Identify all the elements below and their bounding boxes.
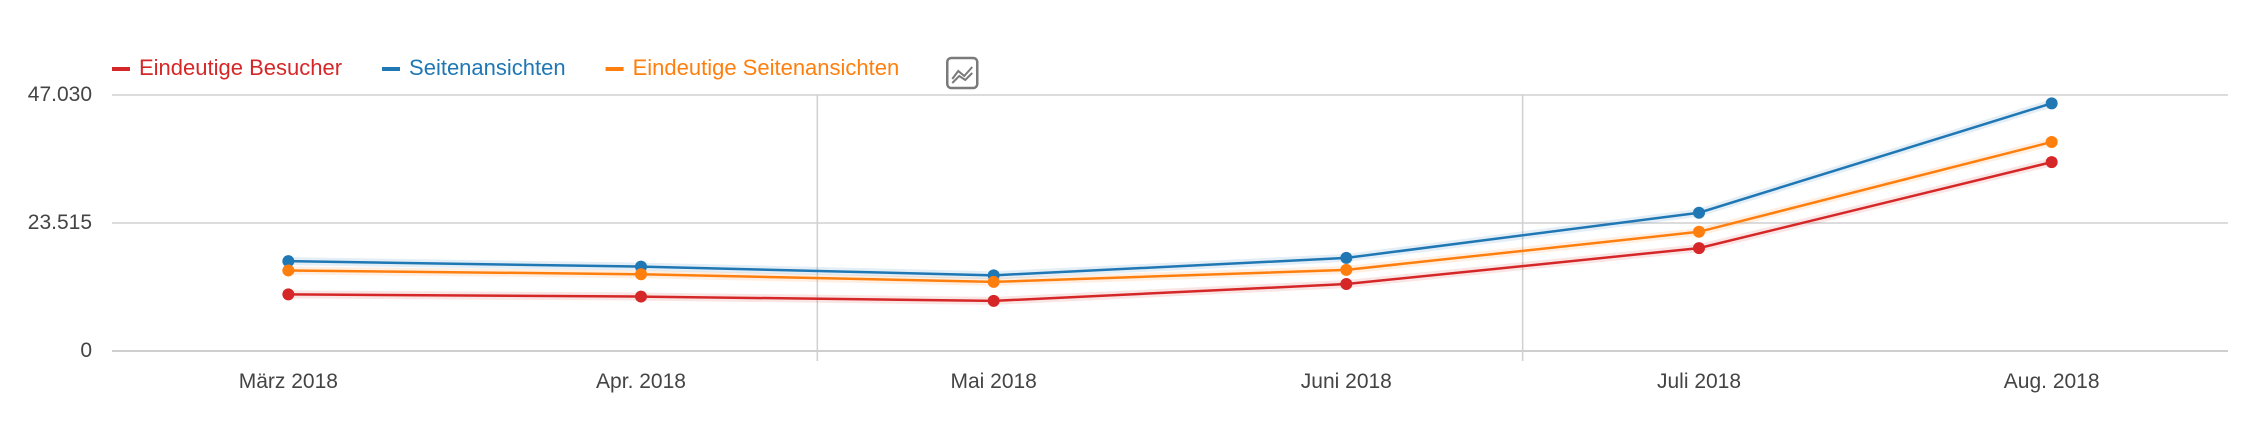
data-point[interactable] xyxy=(2045,135,2058,148)
data-point[interactable] xyxy=(2045,97,2058,110)
data-point[interactable] xyxy=(282,288,295,301)
y-tick-label: 47.030 xyxy=(28,83,92,106)
axes: 0 23.515 47.030 März 2018 Apr. 2018 Mai 2018 J… xyxy=(28,83,2100,393)
legend-swatch xyxy=(382,67,401,71)
legend-label: Eindeutige Seitenansichten xyxy=(633,55,900,80)
data-point[interactable] xyxy=(282,255,295,268)
x-tick-label: Juni 2018 xyxy=(1301,370,1392,393)
legend-swatch xyxy=(605,67,624,71)
data-point[interactable] xyxy=(1340,278,1353,291)
legend-item[interactable]: Eindeutige Seitenansichten xyxy=(605,55,900,80)
series-line[interactable] xyxy=(288,160,2052,303)
data-point[interactable] xyxy=(1340,251,1353,264)
series-line-shadow xyxy=(288,138,2053,286)
grid xyxy=(112,94,2228,361)
series-0 xyxy=(282,156,2058,307)
legend-label: Seitenansichten xyxy=(409,55,566,80)
data-point[interactable] xyxy=(1693,206,1705,219)
legend-item[interactable]: Seitenansichten xyxy=(382,55,566,80)
y-tick-label: 0 xyxy=(80,339,92,362)
y-tick-label: 23.515 xyxy=(28,211,92,234)
data-point[interactable] xyxy=(635,290,647,303)
data-point[interactable] xyxy=(987,275,1000,288)
series-2 xyxy=(282,135,2058,288)
data-point[interactable] xyxy=(2045,156,2058,169)
legend: Eindeutige Besucher Seitenansichten Eindeu… xyxy=(112,55,979,90)
x-tick-label: Mai 2018 xyxy=(950,370,1036,393)
data-point[interactable] xyxy=(1693,242,1705,255)
series-lines xyxy=(282,97,2058,307)
data-point[interactable] xyxy=(987,294,1000,307)
x-tick-label: Aug. 2018 xyxy=(2004,370,2100,393)
series-line[interactable] xyxy=(288,140,2052,284)
line-chart-icon[interactable] xyxy=(946,56,979,90)
legend-swatch xyxy=(112,67,130,71)
data-point[interactable] xyxy=(1340,263,1353,276)
legend-item[interactable]: Eindeutige Besucher xyxy=(112,55,342,80)
series-1 xyxy=(282,97,2058,282)
series-line[interactable] xyxy=(288,102,2053,277)
data-point[interactable] xyxy=(635,268,647,281)
data-point[interactable] xyxy=(1693,225,1705,238)
data-point[interactable] xyxy=(282,264,295,277)
x-tick-label: Apr. 2018 xyxy=(596,370,686,393)
x-tick-label: Juli 2018 xyxy=(1657,370,1741,393)
series-line-shadow xyxy=(288,99,2053,280)
x-tick-label: März 2018 xyxy=(239,370,338,393)
legend-label: Eindeutige Besucher xyxy=(139,55,342,80)
